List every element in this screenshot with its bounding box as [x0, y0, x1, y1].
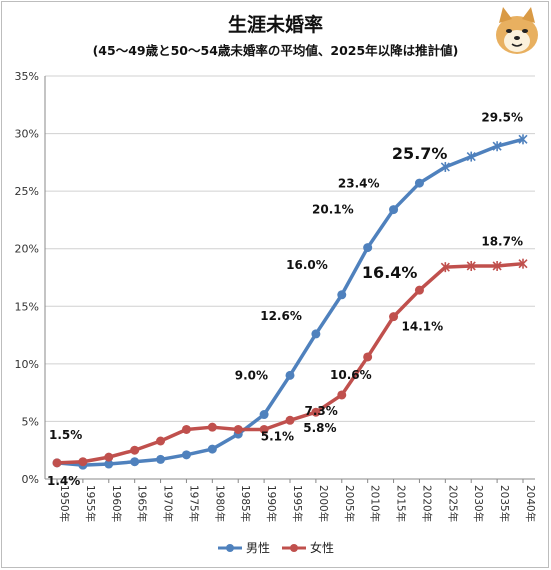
y-tick-label: 25% — [15, 185, 39, 198]
y-tick-label: 15% — [15, 300, 39, 313]
data-point — [440, 262, 450, 273]
data-point — [389, 312, 399, 322]
x-tick-label: 2030年 — [472, 485, 485, 522]
data-label: 20.1% — [312, 203, 354, 217]
chart-title: 生涯未婚率 — [227, 14, 323, 36]
data-point — [259, 410, 269, 420]
data-point — [156, 436, 166, 446]
data-label: 5.8% — [303, 421, 336, 435]
data-point — [156, 454, 166, 464]
data-point — [337, 390, 347, 400]
data-point — [363, 352, 373, 362]
data-point — [414, 285, 424, 295]
data-label: 12.6% — [260, 309, 302, 323]
x-tick-label: 1985年 — [239, 485, 252, 522]
x-tick-label: 1970年 — [162, 485, 175, 522]
data-point — [285, 415, 295, 425]
x-tick-label: 1990年 — [265, 485, 278, 522]
x-tick-label: 2015年 — [395, 485, 408, 522]
x-tick-label: 1955年 — [84, 485, 97, 522]
data-point — [389, 205, 399, 215]
data-point — [181, 424, 191, 434]
x-tick-label: 2010年 — [369, 485, 382, 522]
data-label: 29.5% — [481, 110, 523, 124]
x-tick-label: 1960年 — [110, 485, 123, 522]
x-tick-label: 1965年 — [136, 485, 149, 522]
data-point — [311, 407, 321, 417]
data-point — [207, 444, 217, 454]
data-point — [181, 450, 191, 460]
data-point — [52, 458, 62, 468]
data-label: 25.7% — [392, 144, 448, 163]
data-point — [285, 370, 295, 380]
data-point — [311, 329, 321, 339]
data-point — [492, 141, 502, 152]
x-tick-label: 1950年 — [58, 485, 71, 522]
x-tick-label: 2025年 — [446, 485, 459, 522]
y-tick-label: 0% — [22, 473, 39, 486]
data-point — [104, 459, 114, 469]
data-label: 23.4% — [338, 177, 380, 191]
data-label: 7.3% — [304, 404, 337, 418]
data-point — [466, 260, 476, 271]
x-tick-label: 2000年 — [317, 485, 330, 522]
data-point — [259, 424, 269, 434]
data-label: 10.6% — [330, 368, 372, 382]
data-label: 16.4% — [362, 263, 418, 282]
y-tick-label: 5% — [22, 415, 39, 428]
legend-label: 女性 — [310, 540, 334, 555]
data-label: 1.5% — [49, 428, 82, 442]
data-point — [78, 457, 88, 467]
legend-swatch-marker — [290, 544, 298, 552]
data-point — [518, 258, 528, 269]
data-point — [130, 457, 140, 467]
x-tick-label: 1995年 — [291, 485, 304, 522]
data-point — [130, 445, 140, 455]
data-point — [518, 134, 528, 145]
data-point — [440, 161, 450, 172]
x-tick-label: 2040年 — [524, 485, 537, 522]
legend-swatch-marker — [226, 544, 234, 552]
data-point — [233, 424, 243, 434]
data-label: 9.0% — [235, 368, 268, 382]
x-tick-label: 2020年 — [420, 485, 433, 522]
data-label: 18.7% — [481, 235, 523, 249]
chart-subtitle: (45～49歳と50～54歳未婚率の平均値、2025年以降は推計値) — [92, 43, 459, 58]
data-label: 5.1% — [261, 429, 294, 443]
x-tick-label: 1980年 — [213, 485, 226, 522]
dog-mascot-icon — [496, 7, 538, 54]
data-label: 1.4% — [47, 474, 80, 488]
data-point — [337, 290, 347, 300]
data-label: 14.1% — [402, 320, 444, 334]
data-point — [466, 151, 476, 162]
legend-label: 男性 — [246, 541, 270, 555]
data-point — [104, 452, 114, 462]
data-point — [207, 422, 217, 432]
y-tick-label: 30% — [15, 128, 39, 141]
x-tick-label: 2005年 — [343, 485, 356, 522]
x-tick-label: 2035年 — [498, 485, 511, 522]
data-point — [414, 178, 424, 188]
x-tick-label: 1975年 — [187, 485, 200, 522]
data-point — [492, 260, 502, 271]
data-point — [363, 243, 373, 253]
y-tick-label: 20% — [15, 243, 39, 256]
data-label: 16.0% — [286, 258, 328, 272]
y-tick-label: 35% — [15, 70, 39, 83]
y-tick-label: 10% — [15, 358, 39, 371]
